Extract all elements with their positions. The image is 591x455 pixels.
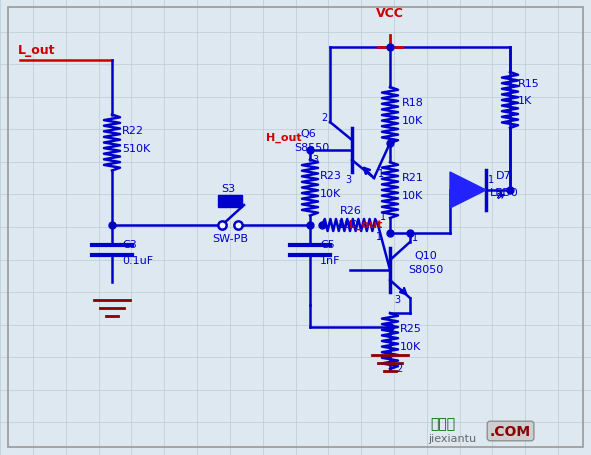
Text: R22: R22 [122, 125, 144, 135]
Text: 3: 3 [312, 155, 318, 165]
Text: Q6: Q6 [300, 129, 316, 139]
Text: D7: D7 [496, 171, 512, 181]
Text: L_out: L_out [349, 219, 382, 230]
Text: 1: 1 [488, 175, 494, 185]
Text: 接线图: 接线图 [430, 416, 455, 430]
Text: S8550: S8550 [294, 143, 329, 153]
Text: 10K: 10K [402, 191, 423, 201]
Text: 3: 3 [345, 175, 351, 185]
Text: 10K: 10K [400, 341, 421, 351]
Text: 2: 2 [321, 113, 327, 123]
Text: .COM: .COM [490, 424, 531, 438]
Text: 10K: 10K [402, 116, 423, 126]
Polygon shape [450, 172, 486, 208]
Text: 1: 1 [380, 212, 386, 222]
Text: R25: R25 [400, 324, 422, 333]
Text: C3: C3 [122, 239, 137, 249]
Text: 1: 1 [412, 233, 418, 243]
Text: 1: 1 [378, 169, 384, 179]
Text: 1K: 1K [518, 96, 532, 106]
Text: SW-PB: SW-PB [212, 233, 248, 243]
Text: 10K: 10K [320, 188, 341, 198]
Text: 100: 100 [338, 219, 359, 229]
Text: R26: R26 [340, 206, 362, 216]
Text: 1: 1 [376, 232, 382, 242]
Text: R18: R18 [402, 98, 424, 108]
Text: R15: R15 [518, 79, 540, 89]
Text: H_out: H_out [267, 133, 302, 143]
Text: C5: C5 [320, 239, 335, 249]
Text: L_out: L_out [18, 44, 56, 57]
Text: R23: R23 [320, 170, 342, 180]
Text: 510K: 510K [122, 143, 150, 153]
Text: 3: 3 [394, 294, 400, 304]
Text: R21: R21 [402, 172, 424, 182]
Bar [218, 196, 242, 207]
Text: 1nF: 1nF [320, 255, 340, 265]
Text: jiexiantu: jiexiantu [428, 433, 476, 443]
Text: LED0: LED0 [490, 187, 519, 197]
Text: 0.1uF: 0.1uF [122, 255, 153, 265]
Text: VCC: VCC [376, 7, 404, 20]
Text: Q10: Q10 [414, 250, 437, 260]
Text: 2: 2 [396, 363, 402, 373]
Text: S3: S3 [221, 184, 235, 193]
Text: S8050: S8050 [408, 264, 443, 274]
